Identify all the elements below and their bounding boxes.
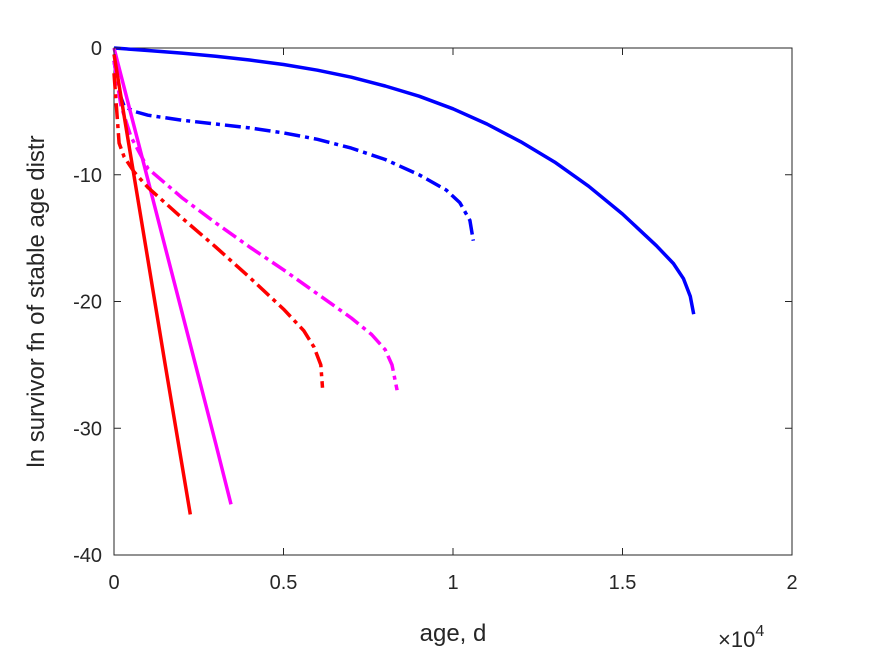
- series-line-5: [112, 54, 193, 515]
- y-tick-label: 0: [91, 38, 102, 60]
- x-tick-label: 0: [108, 572, 119, 594]
- x-axis-label: age, d: [420, 620, 487, 647]
- ticks-layer: 0 0.5 1 1.5 2 0 -10 -20 -30 -40: [73, 38, 797, 594]
- x-tick-label: 2: [786, 572, 797, 594]
- x-tick-label: 1: [447, 572, 458, 594]
- y-tick-label: -30: [73, 418, 102, 440]
- plot-area: [113, 47, 793, 556]
- x-tick-label: 0.5: [270, 572, 298, 594]
- series-layer: [112, 46, 696, 515]
- y-axis-label: ln survivor fn of stable age distr: [23, 135, 50, 467]
- y-tick-label: -40: [73, 545, 102, 567]
- series-line-4: [112, 60, 399, 391]
- x-axis-exponent-power: 4: [755, 623, 764, 640]
- y-tick-label: -10: [73, 165, 102, 187]
- series-line-6: [112, 73, 325, 388]
- y-tick-label: -20: [73, 292, 102, 314]
- series-line-3: [112, 47, 233, 505]
- series-line-1: [113, 46, 696, 315]
- x-axis-exponent-base: ×10: [718, 627, 755, 652]
- x-axis-exponent-label: ×104: [718, 623, 764, 652]
- x-tick-label: 1.5: [609, 572, 637, 594]
